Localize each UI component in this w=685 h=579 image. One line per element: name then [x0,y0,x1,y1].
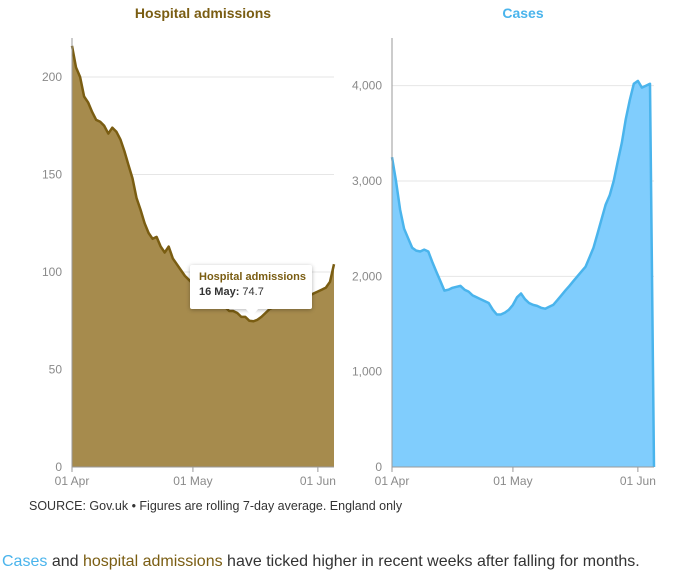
chart-figure: 0 50 100 150 200 01 Apr 01 May 01 Jun Hospital a… [42,5,656,488]
cases-line [390,79,656,468]
cases-ytick-label: 0 [375,460,382,474]
hosp-ytick-label: 150 [42,168,62,182]
chart-caption: Cases and hospital admissions have ticke… [2,553,640,571]
hosp-ytick-label: 50 [49,363,63,377]
tooltip-line: 16 May: 74.7 [199,286,303,298]
caption-cases-word: Cases [2,553,48,570]
hospital-admissions-tooltip: Hospital admissions 16 May: 74.7 [190,265,312,309]
cases-xtick-label: 01 Jun [620,474,656,488]
tooltip-date: 16 May: [199,286,240,298]
hosp-area [72,45,334,468]
tooltip-value: 74.7 [242,286,264,298]
cases-ytick-label: 3,000 [352,174,382,188]
hosp-ytick-label: 100 [42,265,62,279]
cases-ytick-label: 1,000 [352,365,382,379]
source-note: SOURCE: Gov.uk • Figures are rolling 7-d… [29,499,403,513]
hosp-ytick-label: 0 [55,460,62,474]
cases-ytick-label: 4,000 [352,79,382,93]
cases-title: Cases [502,5,543,21]
hosp-xtick-label: 01 Jun [300,474,336,488]
cases-chart: 0 1,000 2,000 3,000 4,000 01 Apr 01 May 01 Jun C… [352,5,656,488]
cases-xtick-label: 01 Apr [375,474,410,488]
caption-and: and [51,553,79,570]
hosp-xtick-label: 01 May [173,474,212,488]
caption-hospital-word: hospital admissions [82,553,223,570]
hosp-ytick-label: 200 [42,70,62,84]
hosp-xtick-label: 01 Apr [55,474,90,488]
cases-xtick-label: 01 May [493,474,532,488]
tooltip-caret [245,308,259,316]
hospital-admissions-chart: 0 50 100 150 200 01 Apr 01 May 01 Jun Hospital a… [42,5,336,488]
tooltip-title: Hospital admissions [199,271,306,283]
caption-rest: have ticked higher in recent weeks after… [227,553,640,570]
hosp-title: Hospital admissions [135,5,271,21]
cases-ytick-label: 2,000 [352,269,382,283]
cases-area [392,80,654,468]
